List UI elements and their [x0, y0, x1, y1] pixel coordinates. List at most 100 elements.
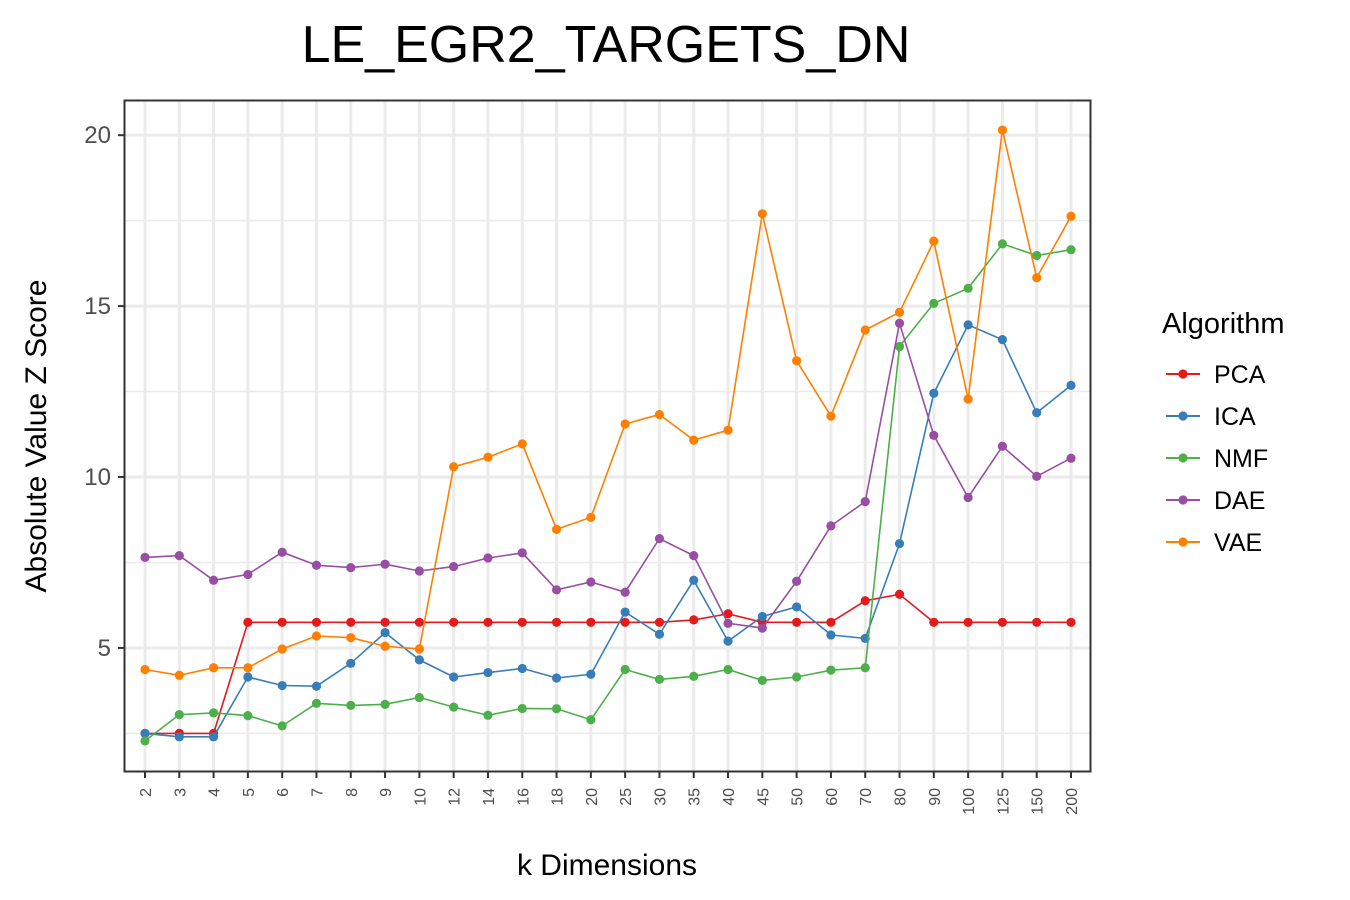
- data-point-dae: [654, 533, 665, 544]
- legend-item-dae: DAE: [1166, 487, 1265, 515]
- data-point-dae: [723, 618, 733, 628]
- x-tick-label: 20: [584, 788, 601, 806]
- chart-title: LE_EGR2_TARGETS_DN: [302, 16, 911, 74]
- data-point-dae: [311, 560, 322, 570]
- data-point-nmf: [140, 736, 150, 746]
- y-axis: 5 10 15 20: [84, 122, 125, 662]
- legend-label: DAE: [1214, 487, 1265, 515]
- x-tick-label: 25: [618, 788, 635, 806]
- series-dae: [140, 318, 1076, 633]
- data-point-nmf: [346, 700, 356, 710]
- x-tick-label: 35: [687, 788, 704, 806]
- data-point-dae: [689, 551, 699, 561]
- legend-label: NMF: [1214, 445, 1268, 473]
- data-point-vae: [723, 425, 733, 435]
- data-point-vae: [1066, 211, 1076, 221]
- data-point-dae: [757, 623, 767, 633]
- data-point-ica: [140, 728, 150, 738]
- y-tick-label: 5: [98, 635, 111, 662]
- data-point-pca: [723, 609, 733, 619]
- x-tick-label: 90: [927, 788, 944, 806]
- data-point-nmf: [243, 711, 253, 721]
- data-point-ica: [1032, 408, 1042, 418]
- data-point-vae: [894, 307, 905, 317]
- data-point-nmf: [620, 664, 630, 675]
- data-point-ica: [586, 669, 596, 679]
- data-point-pca: [380, 617, 390, 627]
- series-line-dae: [144, 322, 1072, 629]
- data-point-ica: [208, 732, 219, 742]
- data-point-ica: [483, 667, 493, 678]
- data-point-ica: [894, 539, 905, 549]
- legend-marker: [1178, 537, 1188, 547]
- data-point-ica: [414, 655, 424, 665]
- data-point-vae: [929, 236, 939, 246]
- data-point-dae: [620, 587, 630, 597]
- grid-minor: [125, 219, 1090, 735]
- data-point-ica: [757, 611, 767, 622]
- data-point-nmf: [380, 699, 390, 709]
- data-point-dae: [929, 430, 939, 440]
- data-point-pca: [586, 617, 596, 627]
- data-point-ica: [826, 630, 836, 640]
- y-axis-title: Absolute Value Z Score: [20, 280, 53, 593]
- data-point-ica: [380, 627, 390, 638]
- data-point-dae: [894, 318, 905, 328]
- data-point-pca: [689, 615, 699, 625]
- data-point-pca: [894, 589, 905, 599]
- legend-marker: [1178, 411, 1188, 421]
- data-point-pca: [929, 617, 939, 627]
- data-point-vae: [620, 419, 630, 429]
- data-point-nmf: [174, 709, 184, 720]
- data-point-nmf: [483, 710, 493, 720]
- x-tick-label: 6: [275, 788, 292, 797]
- data-point-pca: [414, 617, 424, 627]
- x-tick-label: 30: [652, 788, 669, 806]
- data-point-nmf: [860, 663, 870, 673]
- data-point-nmf: [208, 708, 219, 718]
- x-tick-label: 70: [858, 788, 875, 806]
- series-vae: [140, 125, 1076, 680]
- x-tick-label: 7: [309, 788, 326, 797]
- data-point-nmf: [689, 671, 699, 681]
- data-point-dae: [380, 559, 390, 569]
- x-tick-label: 10: [412, 788, 429, 806]
- legend-item-pca: PCA: [1166, 361, 1266, 389]
- data-point-vae: [208, 663, 219, 673]
- data-point-pca: [1066, 617, 1076, 627]
- data-point-ica: [449, 672, 459, 682]
- data-point-ica: [243, 672, 253, 682]
- data-point-pca: [860, 596, 870, 606]
- x-tick-label: 2: [138, 788, 155, 797]
- data-point-ica: [1066, 380, 1076, 391]
- data-point-ica: [346, 658, 356, 668]
- data-point-dae: [277, 547, 287, 557]
- data-point-vae: [963, 394, 973, 404]
- data-point-pca: [277, 617, 287, 627]
- data-point-dae: [997, 441, 1008, 451]
- x-axis-title: k Dimensions: [517, 849, 697, 882]
- data-point-vae: [380, 641, 390, 651]
- data-point-pca: [792, 617, 802, 627]
- x-tick-label: 100: [961, 788, 978, 815]
- data-point-pca: [654, 617, 665, 627]
- data-point-nmf: [963, 283, 973, 293]
- data-point-ica: [963, 320, 973, 330]
- legend-marker: [1178, 453, 1188, 463]
- data-point-vae: [860, 325, 870, 335]
- data-point-dae: [586, 577, 596, 587]
- data-point-vae: [586, 512, 596, 522]
- data-point-pca: [243, 617, 253, 627]
- series-layer: [140, 125, 1076, 746]
- x-tick-label: 80: [893, 788, 910, 806]
- data-point-dae: [826, 521, 836, 531]
- data-point-dae: [792, 576, 802, 586]
- data-point-ica: [551, 673, 562, 683]
- data-point-nmf: [723, 664, 733, 675]
- data-point-ica: [929, 388, 939, 398]
- legend-marker: [1178, 495, 1188, 505]
- data-point-vae: [997, 125, 1008, 135]
- x-tick-label: 9: [378, 788, 395, 797]
- data-point-vae: [654, 409, 665, 420]
- data-point-pca: [483, 617, 493, 627]
